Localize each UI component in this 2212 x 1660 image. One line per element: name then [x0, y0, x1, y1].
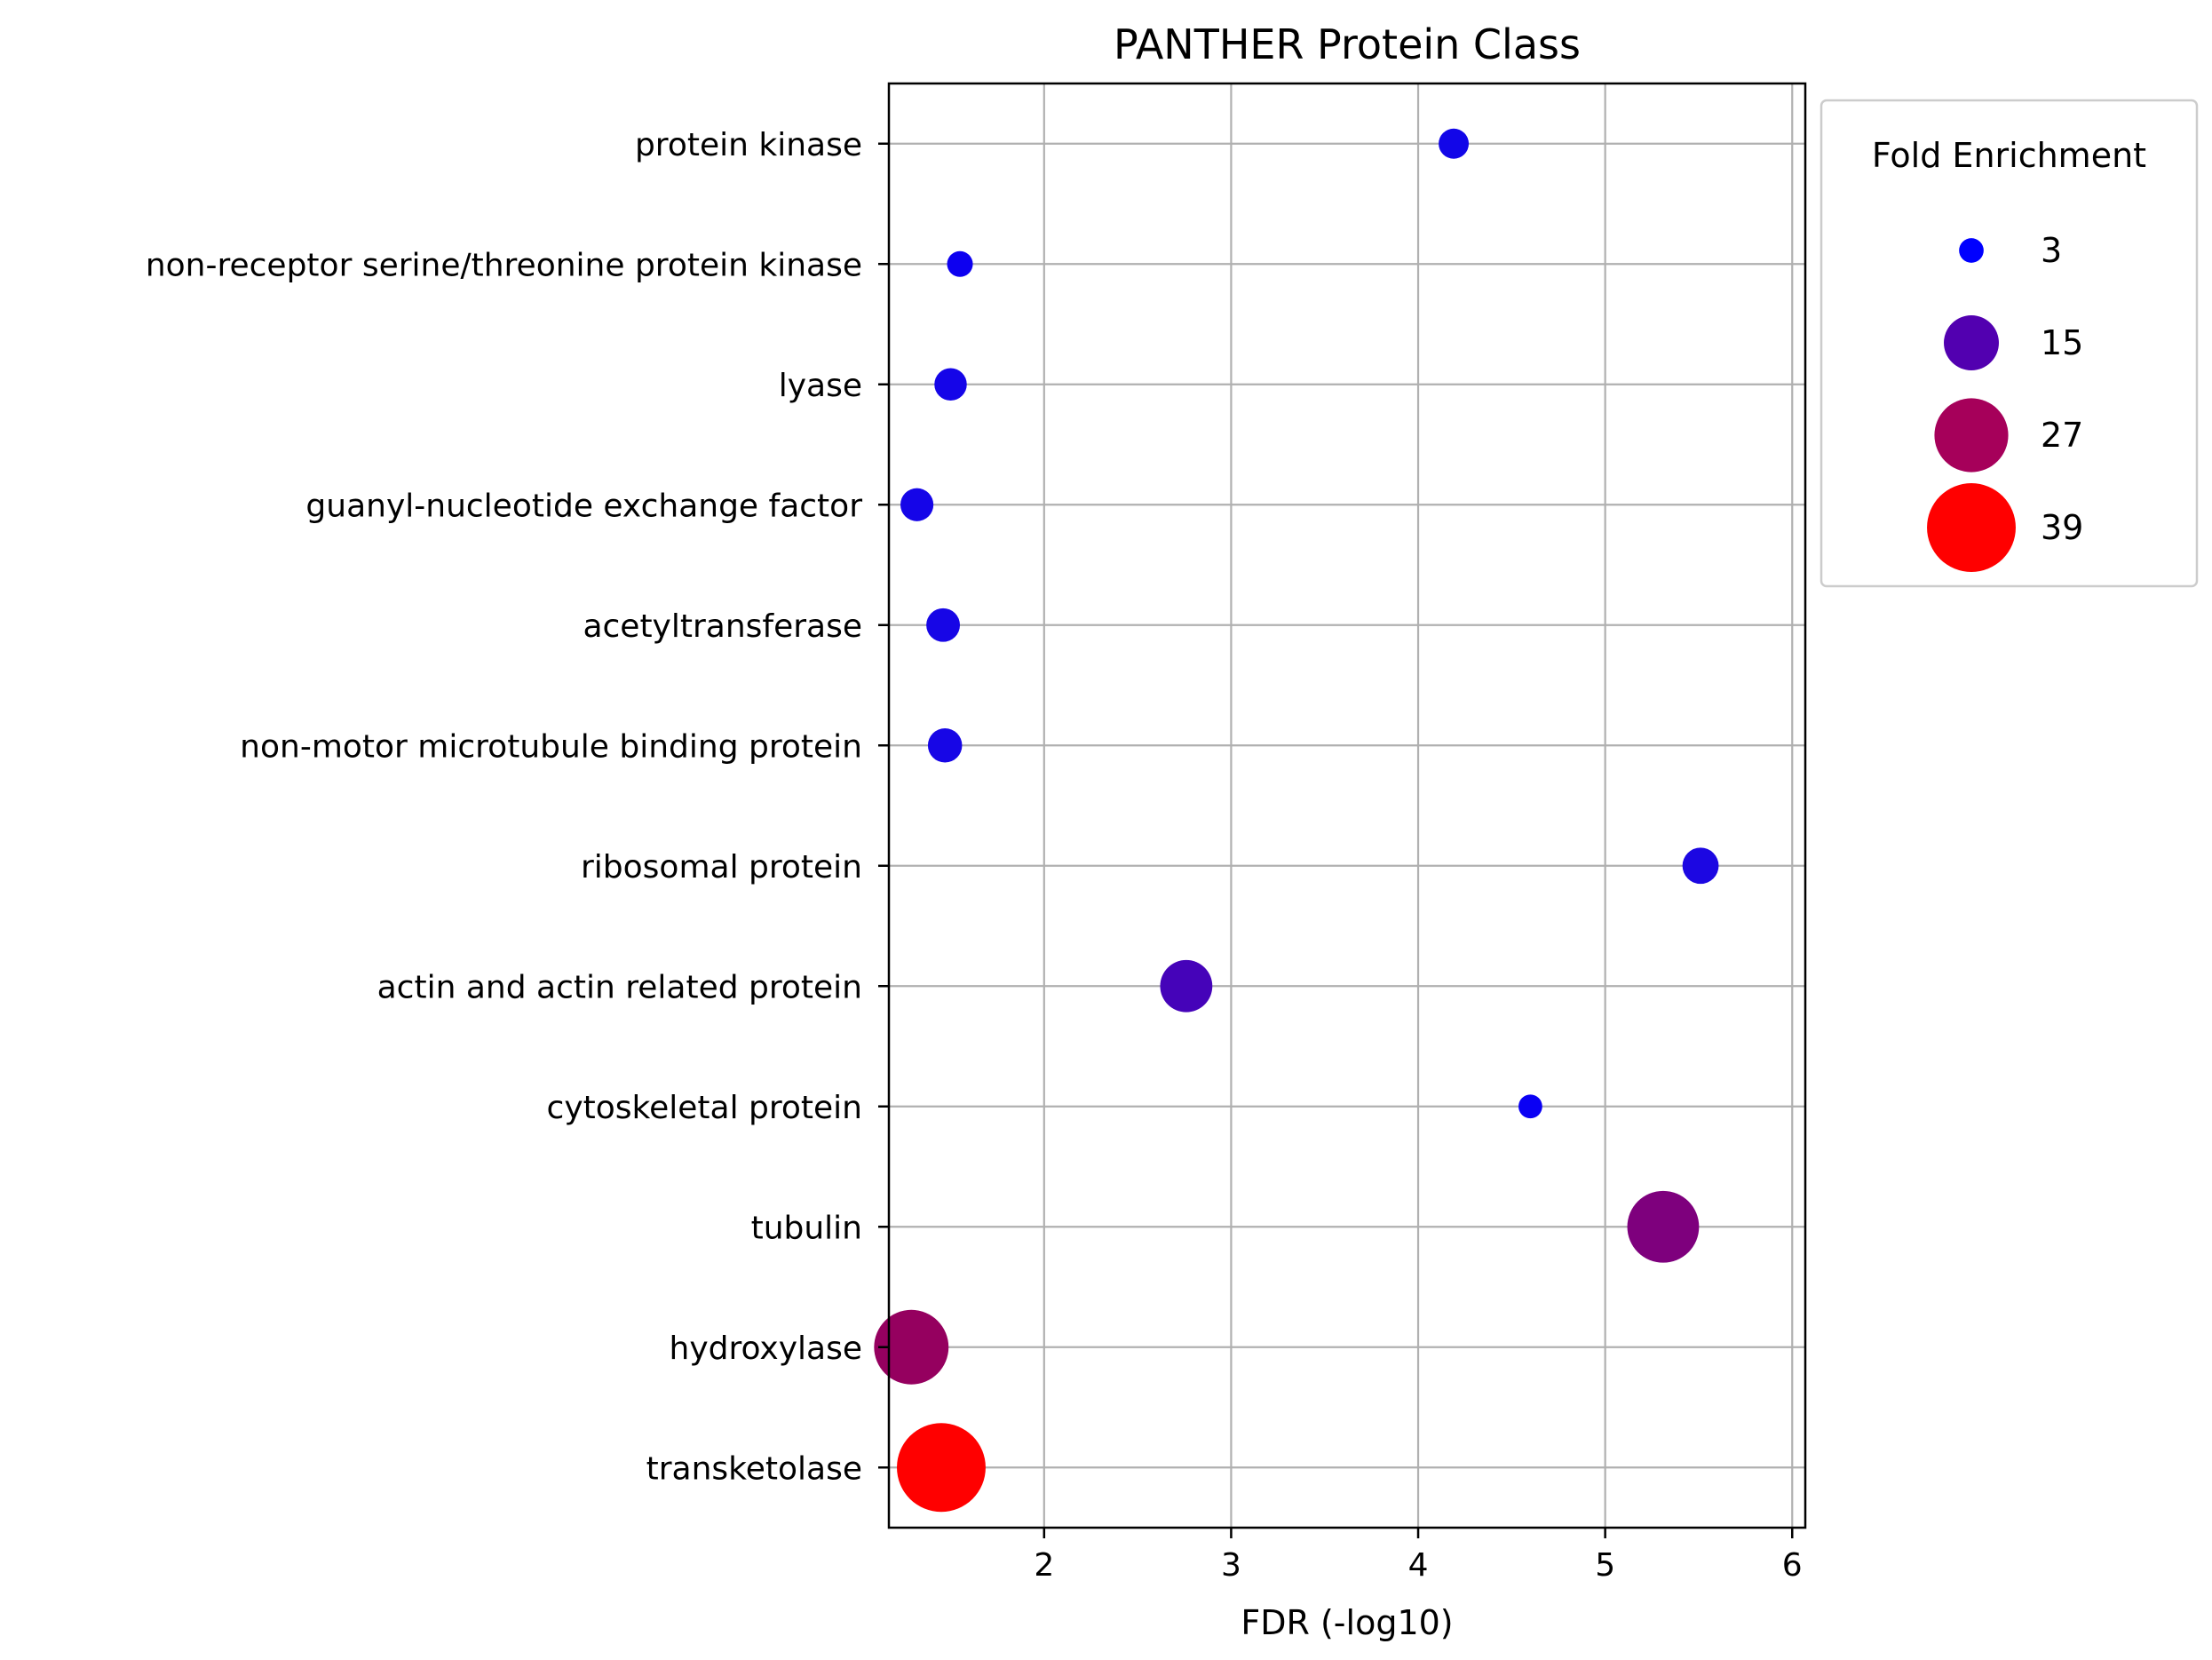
legend-marker [1934, 398, 2009, 473]
y-category-label: ribosomal protein [581, 849, 862, 886]
y-category-label: tubulin [751, 1210, 862, 1246]
x-tick-label: 4 [1408, 1547, 1429, 1584]
data-point [1160, 959, 1213, 1013]
y-category-label: actin and actin related protein [377, 969, 862, 1005]
x-axis: 2 3 4 5 6 [1034, 1528, 1803, 1584]
grid-lines [889, 83, 1805, 1528]
x-tick-label: 6 [1782, 1547, 1803, 1584]
x-axis-label: FDR (-log10) [1241, 1603, 1453, 1642]
x-tick-label: 3 [1221, 1547, 1241, 1584]
y-category-label: cytoskeletal protein [547, 1090, 862, 1126]
data-points [874, 128, 1719, 1513]
legend-entry-label: 3 [2041, 231, 2062, 270]
legend-entry-label: 15 [2041, 323, 2083, 362]
y-category-label: lyase [779, 368, 862, 404]
chart-title: PANTHER Protein Class [1114, 20, 1581, 68]
data-point [934, 368, 967, 401]
y-axis: protein kinase non-receptor serine/threon… [146, 127, 889, 1487]
legend-entry-label: 39 [2041, 508, 2083, 547]
legend-entry-label: 27 [2041, 416, 2083, 455]
x-tick-label: 5 [1595, 1547, 1615, 1584]
y-category-label: non-motor microtubule binding protein [240, 728, 862, 765]
y-category-label: acetyltransferase [583, 608, 862, 645]
data-point [926, 608, 961, 642]
data-point [947, 250, 973, 277]
data-point [874, 1309, 949, 1385]
legend-marker [1959, 238, 1984, 263]
data-point [897, 1423, 986, 1513]
y-category-label: hydroxylase [670, 1330, 862, 1367]
plot-frame [887, 82, 1807, 1529]
data-point [1682, 847, 1719, 885]
legend-box [1820, 99, 2199, 588]
data-point [1439, 128, 1470, 159]
legend: Fold Enrichment 3 15 27 39 [1820, 99, 2199, 588]
x-tick-label: 2 [1034, 1547, 1054, 1584]
y-category-label: protein kinase [635, 127, 862, 163]
data-point [1518, 1094, 1542, 1119]
legend-marker [1944, 315, 1999, 370]
legend-title: Fold Enrichment [1872, 136, 2146, 175]
legend-marker [1927, 483, 2016, 572]
y-category-label: non-receptor serine/threonine protein ki… [146, 247, 862, 283]
y-category-label: transketolase [646, 1450, 862, 1487]
data-point [900, 488, 934, 521]
data-point [1627, 1190, 1700, 1263]
data-point [927, 727, 963, 763]
y-category-label: guanyl-nucleotide exchange factor [305, 488, 862, 524]
